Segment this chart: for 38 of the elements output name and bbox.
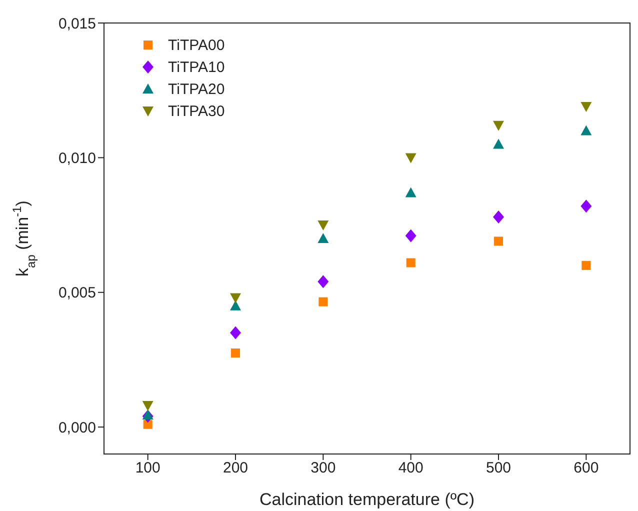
point bbox=[494, 236, 503, 246]
legend-label: TiTPA30 bbox=[168, 103, 225, 120]
point bbox=[142, 401, 154, 412]
point bbox=[406, 258, 416, 268]
x-tick-label: 600 bbox=[574, 460, 599, 477]
point bbox=[405, 153, 416, 164]
point bbox=[405, 229, 416, 242]
legend-label: TiTPA20 bbox=[168, 81, 225, 98]
point bbox=[580, 200, 592, 213]
point bbox=[580, 102, 592, 112]
point bbox=[405, 187, 416, 198]
point bbox=[230, 326, 241, 340]
x-tick-label: 400 bbox=[398, 460, 424, 477]
x-tick-label: 100 bbox=[135, 460, 160, 477]
legend-label: TiTPA10 bbox=[168, 59, 225, 76]
point bbox=[318, 233, 329, 243]
point bbox=[230, 300, 241, 310]
y-tick-label: 0,000 bbox=[58, 419, 96, 436]
x-tick-label: 500 bbox=[486, 460, 512, 477]
point bbox=[318, 275, 329, 288]
point bbox=[493, 120, 504, 131]
point bbox=[318, 220, 329, 231]
y-tick-label: 0,005 bbox=[58, 284, 96, 302]
point bbox=[143, 420, 152, 429]
x-axis-title: Calcination temperature (ºC) bbox=[259, 490, 475, 509]
legend-label: TiTPA00 bbox=[168, 37, 225, 54]
point bbox=[582, 260, 591, 270]
point bbox=[230, 293, 241, 304]
y-tick-label: 0,010 bbox=[58, 150, 96, 168]
point bbox=[580, 125, 592, 136]
point bbox=[231, 348, 240, 358]
point bbox=[318, 297, 328, 306]
y-tick-label: 0,015 bbox=[58, 15, 96, 32]
point bbox=[142, 409, 154, 420]
x-tick-label: 300 bbox=[310, 460, 336, 477]
x-tick-label: 200 bbox=[222, 460, 248, 477]
point bbox=[493, 138, 504, 149]
point bbox=[493, 210, 504, 224]
